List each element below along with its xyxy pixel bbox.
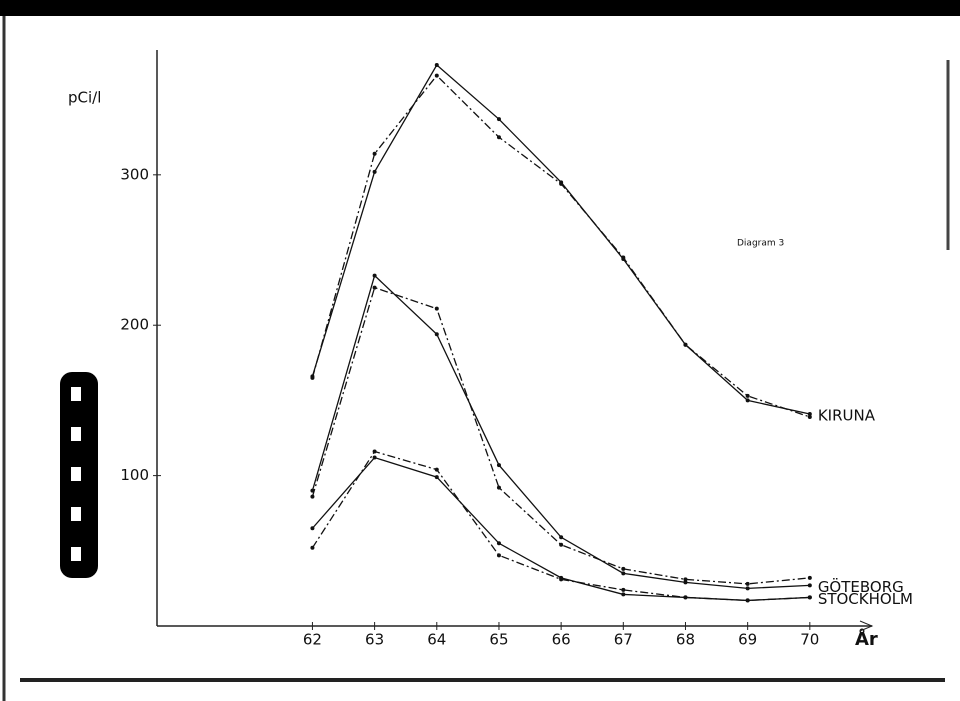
series-point (372, 285, 377, 290)
series-point (807, 411, 812, 416)
series-point (310, 375, 315, 380)
series-point (621, 255, 626, 260)
series-point (745, 581, 750, 586)
series-point (496, 485, 501, 490)
series-line (311, 64, 810, 415)
series-label: KIRUNA (818, 406, 876, 424)
series-point (683, 595, 688, 600)
x-tick-label: 66 (552, 631, 571, 649)
series-point (496, 117, 501, 122)
series-point (496, 135, 501, 140)
series-line (311, 274, 810, 590)
series-point (559, 542, 564, 547)
series-line (311, 74, 811, 418)
film-strip (60, 372, 98, 578)
series-point (434, 467, 439, 472)
series-point (496, 463, 501, 468)
series-point (496, 553, 501, 558)
scan-border-top (0, 0, 960, 16)
series-point (621, 571, 626, 576)
series-point (745, 398, 750, 403)
series-point (745, 598, 750, 603)
series-point (310, 526, 315, 531)
y-tick-label: 200 (120, 316, 149, 334)
series-point (434, 73, 439, 78)
series-point (434, 63, 439, 68)
series-point (683, 342, 688, 347)
series-point (745, 393, 750, 398)
series-point (621, 592, 626, 597)
series-point (745, 586, 750, 591)
x-tick-label: 64 (427, 631, 446, 649)
y-tick-label: 300 (120, 165, 149, 183)
x-tick-label: 63 (365, 631, 384, 649)
series-point (559, 535, 564, 540)
series-point (807, 595, 812, 600)
series-point (434, 332, 439, 337)
series-point (807, 414, 812, 419)
series-point (434, 475, 439, 480)
series-point (372, 273, 377, 278)
series-line (311, 450, 810, 602)
series-point (621, 566, 626, 571)
series-point (683, 580, 688, 585)
x-tick-label: 70 (800, 631, 819, 649)
series-label: GÖTEBORG (818, 577, 904, 596)
series-label: STOCKHOLM (818, 590, 913, 608)
series-point (807, 575, 812, 580)
y-tick-label: 100 (120, 466, 149, 484)
x-tick-label: 68 (676, 631, 695, 649)
series-point (683, 577, 688, 582)
series-point (372, 151, 377, 156)
series-line (311, 286, 810, 585)
x-axis-label: År (855, 627, 878, 650)
series-point (621, 587, 626, 592)
series-point (310, 494, 315, 499)
series-point (372, 455, 377, 460)
y-axis-label: pCi/l (68, 89, 101, 107)
chart-title: Diagram 3 (737, 239, 784, 249)
series-point (559, 577, 564, 582)
x-tick-label: 65 (489, 631, 508, 649)
series-point (807, 583, 812, 588)
series-point (372, 449, 377, 454)
series-point (434, 306, 439, 311)
series-point (372, 169, 377, 174)
x-tick-label: 67 (614, 631, 633, 649)
x-axis-arrow (859, 620, 874, 632)
series-point (496, 541, 501, 546)
x-tick-label: 62 (303, 631, 322, 649)
series-point (310, 545, 315, 550)
x-tick-label: 69 (738, 631, 757, 649)
series-point (559, 181, 564, 186)
